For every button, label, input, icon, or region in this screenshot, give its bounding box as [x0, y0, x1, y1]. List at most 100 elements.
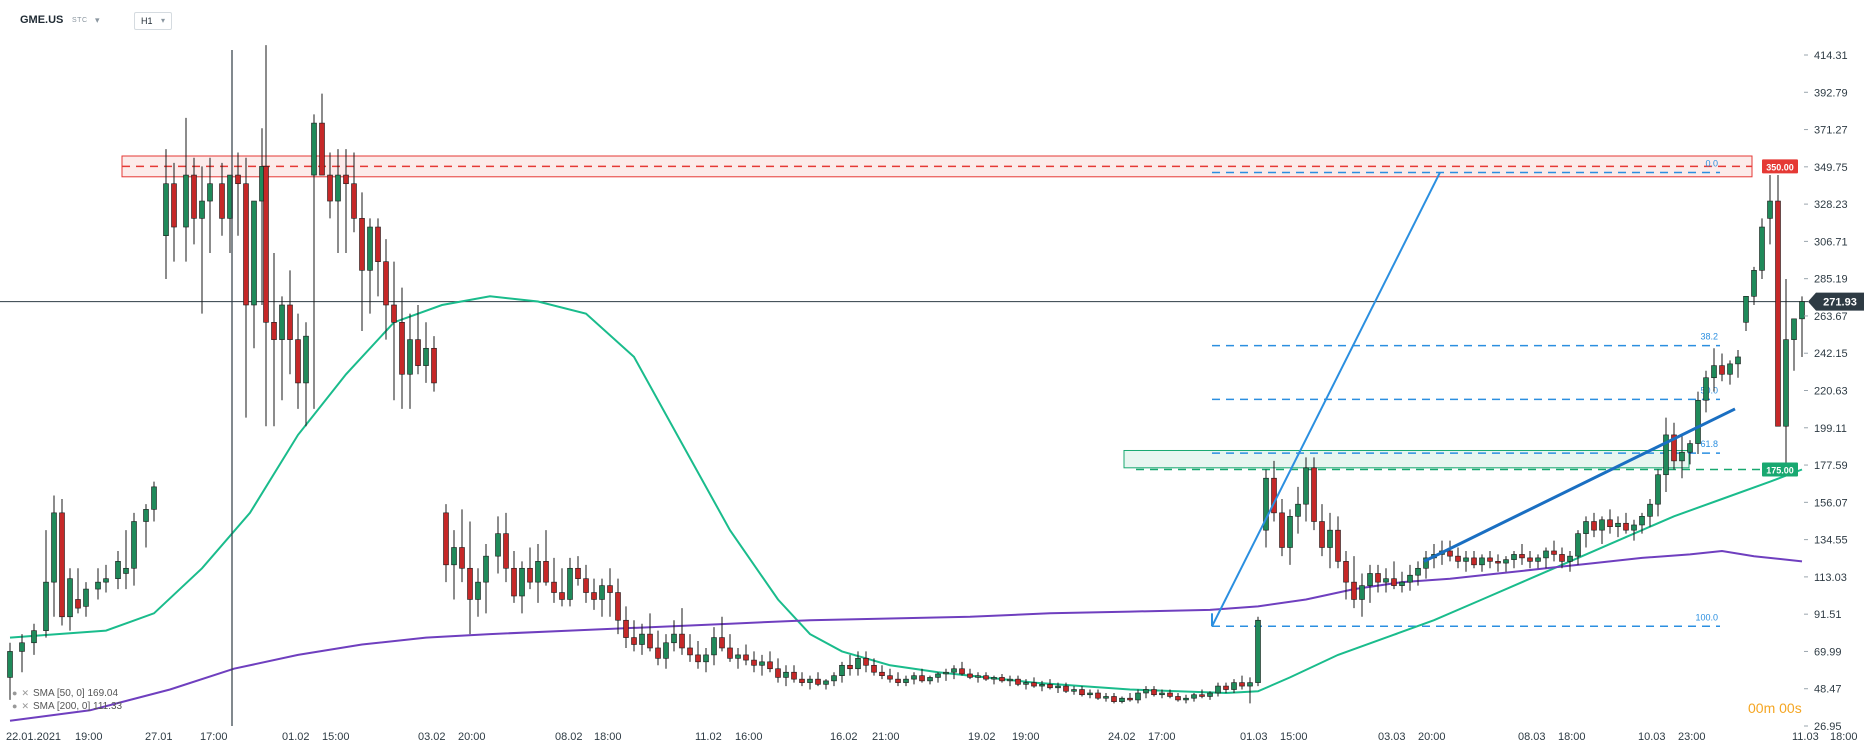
candle-body	[103, 578, 109, 583]
candle-body	[1623, 522, 1629, 531]
candle-body	[1783, 339, 1789, 427]
fib-level-label: 0.0	[1705, 158, 1718, 168]
close-icon[interactable]: ✕	[21, 688, 29, 698]
legend-sma50[interactable]: ● ✕ SMA [50, 0] 169.04	[12, 688, 118, 699]
candle-body	[1727, 363, 1733, 375]
legend-sma50-label: SMA [50, 0] 169.04	[32, 688, 119, 699]
eye-icon[interactable]: ●	[12, 701, 18, 711]
candle-body	[1103, 696, 1109, 699]
candle-body	[887, 675, 893, 680]
candle-body	[1271, 477, 1277, 514]
symbol-label[interactable]: GME.US	[20, 14, 64, 26]
candle-body	[1231, 682, 1237, 690]
candle-body	[1551, 550, 1557, 555]
candle-body	[735, 654, 741, 659]
candle-body	[1095, 692, 1101, 699]
candle-body	[1671, 434, 1677, 462]
candle-body	[1743, 296, 1749, 323]
candle-body	[43, 581, 49, 631]
candle-body	[1215, 685, 1221, 694]
candle-body	[1079, 689, 1085, 696]
legend-sma200[interactable]: ● ✕ SMA [200, 0] 111.33	[12, 701, 122, 712]
x-tick-label: 20:00	[458, 731, 486, 743]
candle-body	[1327, 529, 1333, 548]
candle-body	[1607, 519, 1613, 528]
support-zone	[1123, 449, 1690, 469]
x-tick-label: 18:00	[1830, 731, 1858, 743]
y-tick-label: 113.03	[1814, 572, 1847, 584]
y-tick-label: 220.63	[1814, 386, 1848, 398]
candle-body	[951, 668, 957, 673]
candle-body	[1631, 524, 1637, 531]
candle-body	[1167, 692, 1173, 697]
candle-body	[815, 678, 821, 685]
candle-body	[459, 547, 465, 569]
candle-body	[1655, 474, 1661, 505]
candle-body	[351, 183, 357, 219]
eye-icon[interactable]: ●	[12, 688, 18, 698]
fib-swing-line	[1211, 172, 1441, 627]
candle-body	[1599, 519, 1605, 531]
candle-body	[575, 567, 581, 579]
candle-body	[383, 261, 389, 306]
x-tick-label: 15:00	[322, 731, 350, 743]
close-icon[interactable]: ✕	[21, 701, 29, 711]
candle-body	[1143, 689, 1149, 694]
candle-body	[1423, 557, 1429, 569]
resistance-tag	[1762, 159, 1798, 174]
candle-body	[1279, 512, 1285, 548]
candle-body	[1799, 301, 1805, 320]
candle-body	[975, 675, 981, 678]
x-tick-label: 24.02	[1108, 731, 1136, 743]
candle-body	[1135, 692, 1141, 701]
candle-body	[327, 174, 333, 202]
candle-body	[1591, 521, 1597, 531]
chart-toolbar: GME.US STC ▾ H1 ▾	[0, 0, 1866, 40]
candle-body	[1471, 557, 1477, 566]
candle-body	[607, 585, 613, 593]
candle-body	[1087, 692, 1093, 696]
candle-body	[343, 174, 349, 185]
candle-body	[687, 647, 693, 656]
candle-body	[1247, 682, 1253, 687]
current-price-tag	[1808, 292, 1864, 311]
candle-body	[727, 647, 733, 659]
candle-body	[495, 533, 501, 557]
candle-body	[999, 677, 1005, 682]
candle-body	[1031, 682, 1037, 687]
x-tick-label: 18:00	[1558, 731, 1586, 743]
candle-body	[1535, 557, 1541, 562]
x-tick-label: 15:00	[1280, 731, 1308, 743]
candle-body	[959, 668, 965, 675]
uptrend-line	[1423, 407, 1736, 563]
timeframe-select[interactable]: H1 ▾	[134, 12, 172, 30]
x-tick-label: 19:00	[75, 731, 103, 743]
candle-body	[123, 567, 129, 574]
candle-body	[839, 664, 845, 676]
candle-body	[335, 174, 341, 202]
candle-body	[583, 578, 589, 593]
candle-body	[879, 671, 885, 676]
candle-body	[1199, 694, 1205, 697]
candle-body	[1111, 696, 1117, 702]
candle-body	[1647, 503, 1653, 517]
candle-body	[791, 671, 797, 680]
candle-body	[1207, 692, 1213, 697]
y-tick-label: 285.19	[1814, 274, 1848, 286]
candle-body	[163, 183, 169, 236]
y-tick-label: 69.99	[1814, 646, 1842, 658]
candle-body	[51, 512, 57, 583]
x-tick-label: 20:00	[1418, 731, 1446, 743]
candle-body	[1567, 555, 1573, 562]
chevron-down-icon[interactable]: ▾	[95, 15, 100, 25]
x-tick-label: 16.02	[830, 731, 858, 743]
y-tick-label: 328.23	[1814, 199, 1848, 211]
candle-body	[1063, 685, 1069, 692]
candle-body	[199, 200, 205, 219]
candle-body	[759, 661, 765, 666]
candle-body	[991, 677, 997, 680]
candle-body	[311, 122, 317, 176]
x-tick-label: 11.03	[1792, 731, 1819, 743]
candle-body	[1295, 503, 1301, 517]
